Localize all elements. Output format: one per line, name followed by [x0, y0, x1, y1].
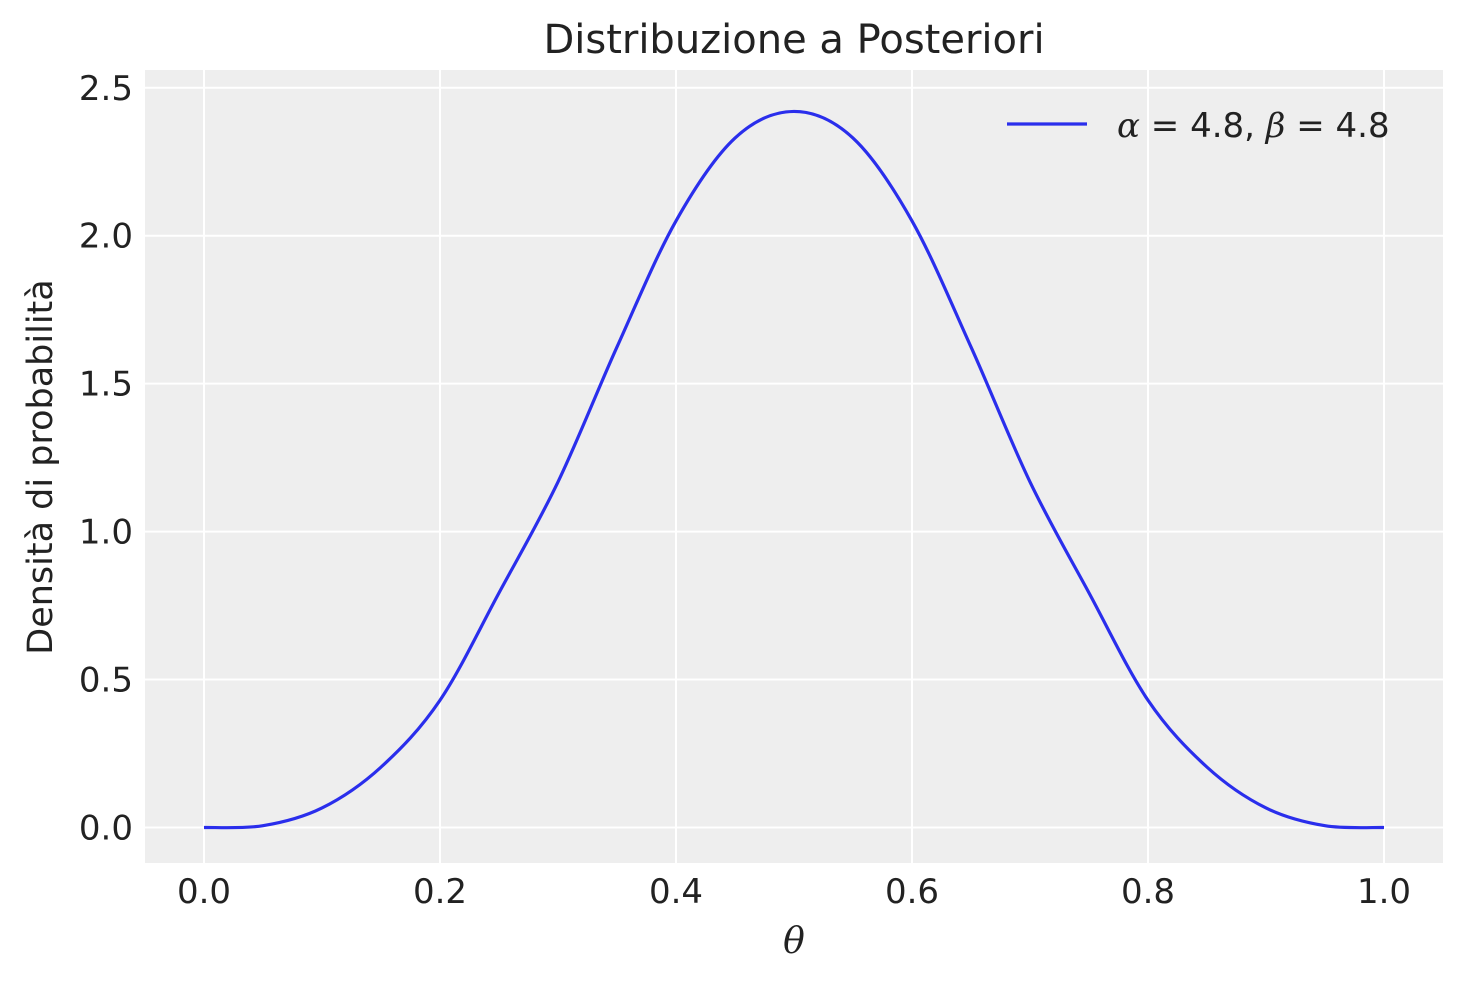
legend: α = 4.8, β = 4.8	[1007, 106, 1390, 146]
x-tick-label: 0.6	[885, 872, 939, 912]
x-axis-label: θ	[783, 921, 805, 962]
legend-alpha-value: = 4.8,	[1140, 106, 1266, 146]
x-tick-label: 0.4	[649, 872, 703, 912]
y-tick-label: 0.5	[79, 661, 133, 701]
y-tick-label: 1.0	[79, 513, 133, 553]
y-tick-labels: 0.0 0.5 1.0 1.5 2.0 2.5	[79, 69, 133, 849]
grid	[145, 70, 1443, 863]
legend-beta-symbol: β	[1264, 106, 1286, 146]
x-tick-label: 0.2	[413, 872, 467, 912]
legend-alpha-symbol: α	[1117, 106, 1140, 146]
legend-beta-value: = 4.8	[1285, 106, 1389, 146]
x-tick-label: 0.0	[177, 872, 231, 912]
x-tick-label: 1.0	[1357, 872, 1411, 912]
y-tick-label: 0.0	[79, 808, 133, 848]
chart-title: Distribuzione a Posteriori	[543, 17, 1044, 63]
legend-label: α = 4.8, β = 4.8	[1117, 106, 1390, 146]
y-axis-label: Densità di probabilità	[21, 279, 61, 654]
x-tick-labels: 0.0 0.2 0.4 0.6 0.8 1.0	[177, 872, 1411, 912]
series-line	[203, 109, 1385, 830]
plot-area	[145, 70, 1443, 863]
y-tick-label: 2.5	[79, 69, 133, 109]
x-tick-label: 0.8	[1121, 872, 1175, 912]
y-tick-label: 2.0	[79, 217, 133, 257]
y-tick-label: 1.5	[79, 365, 133, 405]
